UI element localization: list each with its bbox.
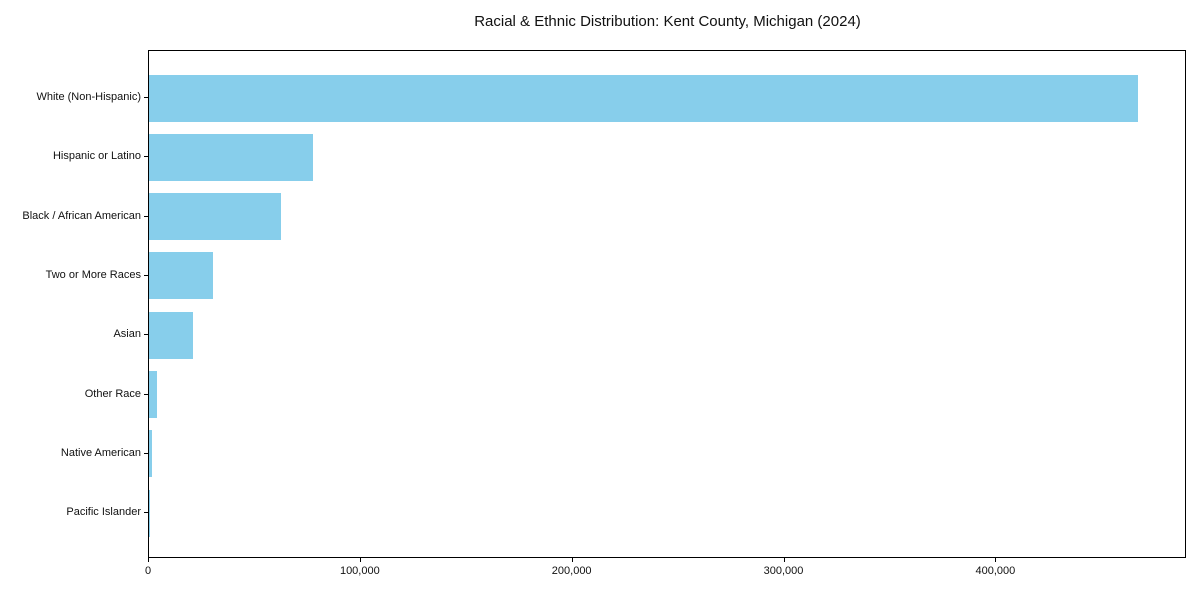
y-tick-label-black-african-american: Black / African American — [22, 209, 141, 222]
y-tick-label-two-or-more-races: Two or More Races — [45, 268, 141, 281]
bar-black-african-american — [149, 193, 282, 241]
x-tick-label-300000: 300,000 — [763, 565, 804, 577]
x-tick-mark — [571, 558, 573, 562]
x-tick-mark — [995, 558, 997, 562]
x-tick-mark — [148, 558, 149, 562]
y-tick-label-other-race: Other Race — [84, 387, 141, 400]
y-tick-mark — [144, 215, 148, 217]
bar-other-race — [149, 371, 158, 418]
y-tick-label-native-american: Native American — [60, 446, 141, 459]
y-tick-label-asian: Asian — [113, 328, 141, 341]
y-tick-label-hispanic-or-latino: Hispanic or Latino — [52, 150, 141, 163]
chart-title: Racial & Ethnic Distribution: Kent Count… — [474, 13, 861, 30]
x-tick-label-200000: 200,000 — [551, 565, 592, 577]
x-tick-label-100000: 100,000 — [339, 565, 380, 577]
y-tick-mark — [144, 334, 148, 336]
x-tick-label-0: 0 — [144, 565, 152, 577]
bar-asian — [149, 311, 194, 359]
bar-two-or-more-races — [149, 252, 213, 300]
y-tick-mark — [144, 274, 148, 276]
y-tick-mark — [144, 156, 148, 158]
y-tick-mark — [144, 452, 148, 454]
plot-area — [148, 50, 1186, 558]
y-tick-mark — [144, 97, 148, 98]
bar-hispanic-or-latino — [149, 133, 314, 181]
y-tick-label-white-non-hispanic: White (Non-Hispanic) — [36, 91, 141, 103]
bar-pacific-islander — [149, 489, 150, 537]
bar-native-american — [149, 430, 153, 478]
x-tick-mark — [359, 558, 361, 562]
y-tick-mark — [144, 393, 148, 395]
x-tick-mark — [783, 558, 785, 562]
bar-white-non-hispanic — [149, 74, 1139, 122]
x-tick-label-400000: 400,000 — [975, 565, 1016, 577]
y-tick-mark — [144, 512, 148, 514]
y-tick-label-pacific-islander: Pacific Islander — [66, 506, 141, 519]
